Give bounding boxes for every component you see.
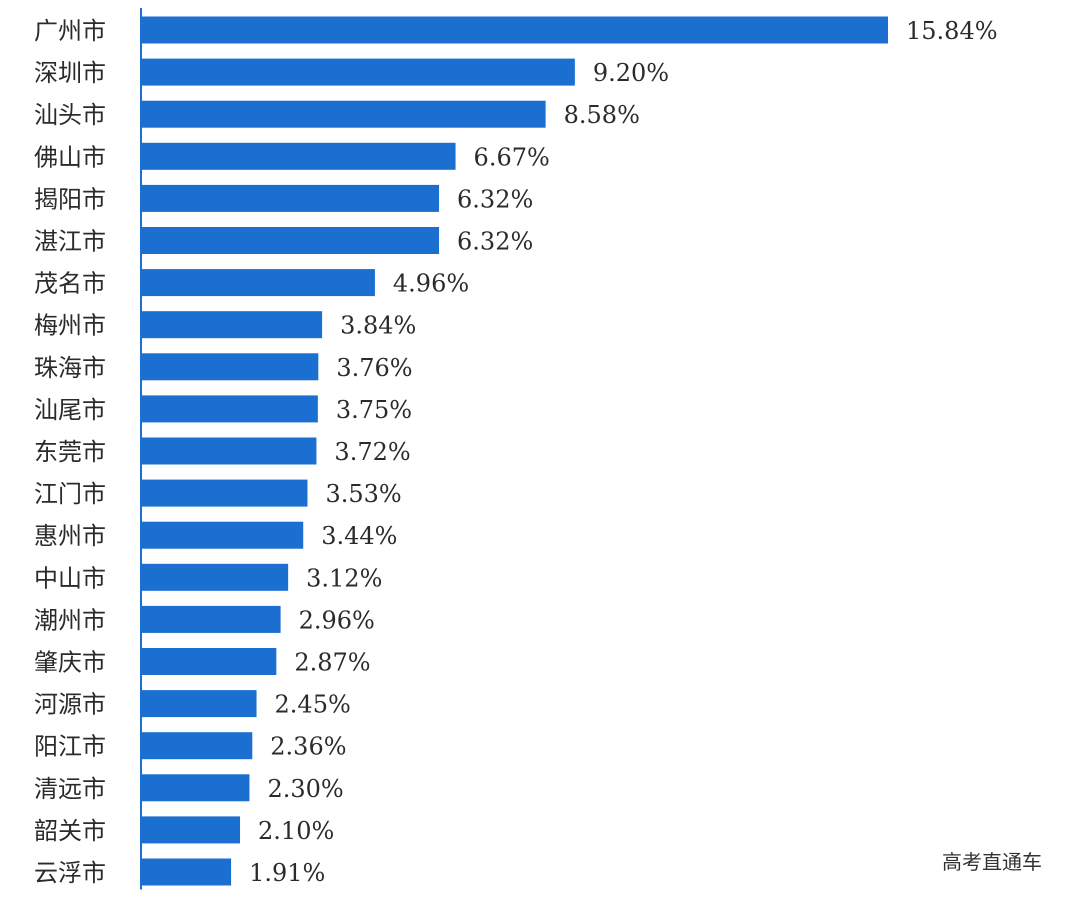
category-label: 阳江市: [34, 733, 106, 761]
category-labels-group: 广州市深圳市汕头市佛山市揭阳市湛江市茂名市梅州市珠海市汕尾市东莞市江门市惠州市中…: [34, 17, 106, 887]
value-label: 6.67%: [474, 143, 550, 171]
bar: [141, 521, 304, 549]
category-label: 汕头市: [34, 101, 106, 129]
category-label: 江门市: [34, 480, 106, 508]
value-label: 2.10%: [258, 817, 334, 845]
category-label: 湛江市: [34, 228, 106, 256]
category-label: 东莞市: [34, 438, 106, 466]
value-label: 3.75%: [336, 396, 412, 424]
category-label: 佛山市: [34, 143, 106, 171]
value-label: 3.44%: [321, 522, 397, 550]
value-label: 3.84%: [340, 312, 416, 340]
category-label: 珠海市: [34, 354, 106, 382]
watermark-text: 高考直通车: [942, 850, 1042, 874]
bar: [141, 184, 440, 212]
value-label: 8.58%: [564, 101, 640, 129]
category-label: 云浮市: [34, 859, 106, 887]
value-label: 4.96%: [393, 270, 469, 298]
category-label: 潮州市: [34, 606, 106, 634]
category-label: 惠州市: [34, 522, 106, 550]
bar: [141, 16, 888, 44]
value-label: 3.12%: [306, 564, 382, 592]
value-label: 2.45%: [275, 691, 351, 719]
bar: [141, 690, 257, 718]
category-label: 梅州市: [34, 312, 106, 340]
bar: [141, 732, 253, 760]
bar: [141, 479, 308, 507]
bar: [141, 311, 323, 339]
value-label: 3.53%: [325, 480, 401, 508]
bar: [141, 269, 375, 297]
value-label: 6.32%: [457, 185, 533, 213]
value-label: 6.32%: [457, 228, 533, 256]
value-label: 3.72%: [334, 438, 410, 466]
bar: [141, 816, 241, 844]
bar: [141, 563, 289, 591]
bar: [141, 142, 456, 170]
bar: [141, 858, 232, 886]
bar: [141, 648, 277, 675]
category-label: 深圳市: [34, 59, 106, 87]
value-label: 9.20%: [593, 59, 669, 87]
value-label: 2.96%: [299, 606, 375, 634]
value-labels-group: 15.84% 9.20% 8.58% 6.67% 6.32% 6.32% 4.96% 3.84…: [249, 17, 997, 887]
bar: [141, 605, 281, 633]
category-label: 河源市: [34, 691, 106, 719]
value-label: 2.36%: [270, 733, 346, 761]
category-label: 揭阳市: [34, 185, 106, 213]
bar: [141, 774, 250, 802]
category-label: 中山市: [34, 564, 106, 592]
bar: [141, 100, 546, 128]
value-label: 3.76%: [336, 354, 412, 382]
category-label: 清远市: [34, 775, 106, 803]
bars-group: [141, 16, 888, 886]
value-label: 2.87%: [294, 649, 370, 677]
bar: [141, 395, 318, 423]
category-label: 韶关市: [34, 817, 106, 845]
value-label: 1.91%: [249, 859, 325, 887]
value-label: 2.30%: [267, 775, 343, 803]
bar: [141, 353, 319, 381]
category-label: 肇庆市: [34, 649, 106, 677]
category-label: 广州市: [34, 17, 106, 45]
category-label: 茂名市: [34, 270, 106, 298]
bar: [141, 58, 575, 86]
bar: [141, 437, 317, 465]
category-label: 汕尾市: [34, 396, 106, 424]
value-label: 15.84%: [906, 17, 998, 45]
bar: [141, 227, 440, 254]
